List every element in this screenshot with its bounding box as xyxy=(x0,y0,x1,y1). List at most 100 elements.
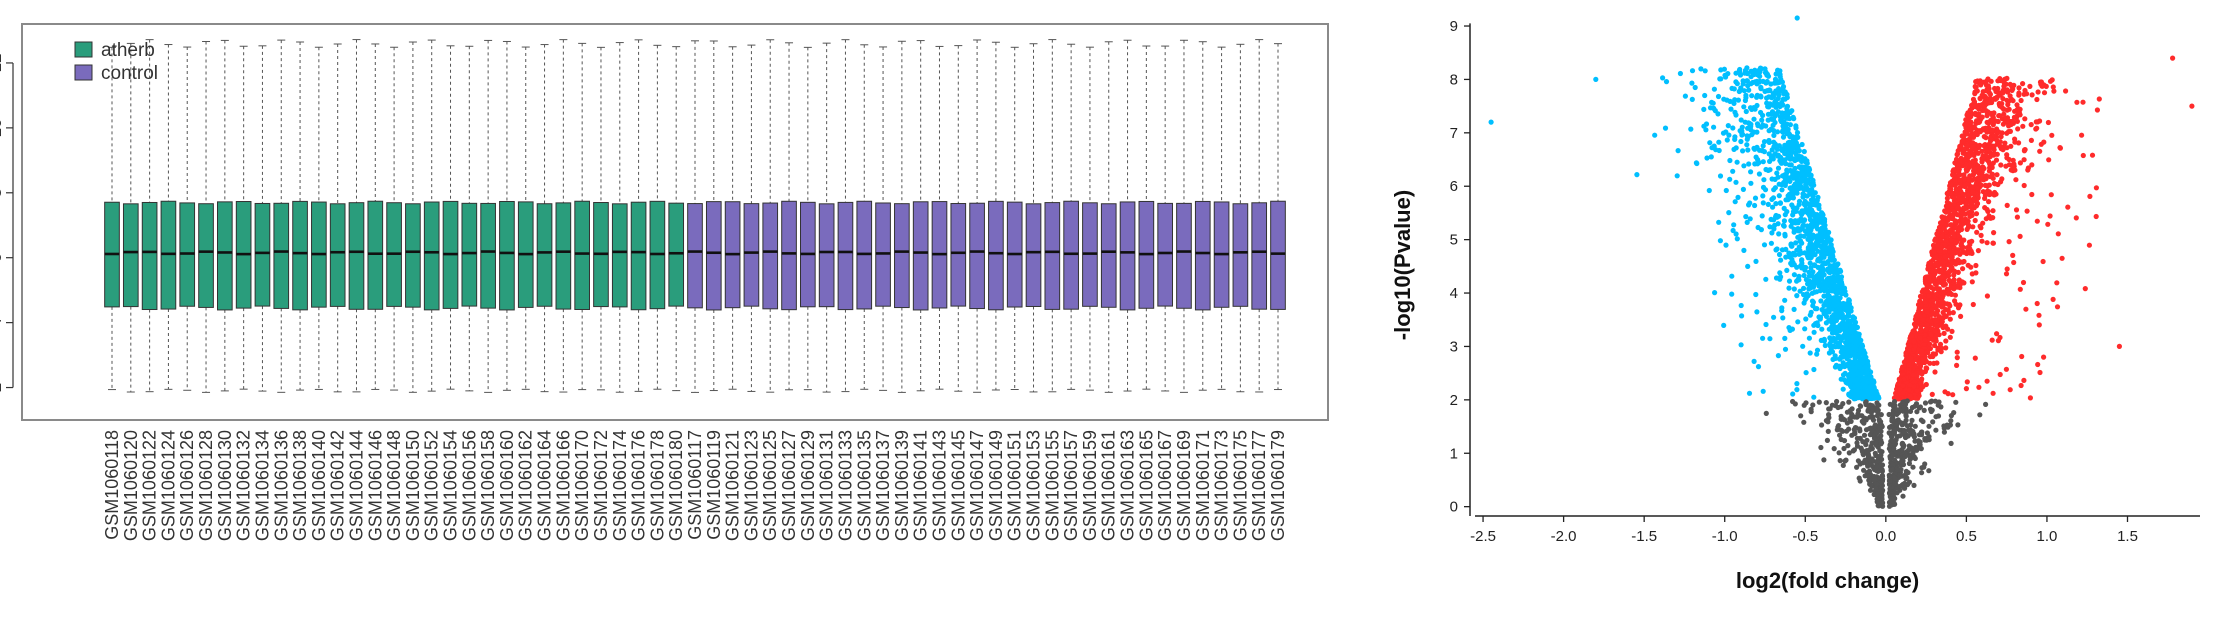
box-body xyxy=(217,201,233,311)
box-GSM1060143 xyxy=(931,45,948,390)
point-not-significant xyxy=(1912,455,1918,462)
point-down xyxy=(1764,88,1770,94)
point-up xyxy=(2017,106,2023,112)
point-up xyxy=(1966,177,1972,183)
point-down xyxy=(1701,106,1707,112)
point-down xyxy=(1766,137,1772,144)
point-up xyxy=(2011,114,2017,120)
point-not-significant xyxy=(1953,399,1959,405)
point-up xyxy=(1951,167,1957,173)
point-up xyxy=(2014,214,2020,220)
box-body xyxy=(198,203,214,308)
point-not-significant xyxy=(1834,398,1840,405)
point-up xyxy=(1978,174,1984,180)
point-down xyxy=(1852,354,1858,360)
point-down xyxy=(1854,333,1860,339)
point-up xyxy=(2048,192,2054,198)
point-not-significant xyxy=(1927,406,1934,412)
point-up xyxy=(2080,99,2086,105)
point-up xyxy=(1918,380,1924,386)
point-down xyxy=(1782,233,1788,239)
box-body xyxy=(837,201,854,311)
x-tick-label-GSM1060117: GSM1060117 xyxy=(685,430,705,540)
point-down xyxy=(1689,96,1695,102)
point-not-significant xyxy=(1877,418,1883,424)
x-tick-label-GSM1060123: GSM1060123 xyxy=(741,430,761,541)
point-down xyxy=(1711,124,1717,130)
point-up xyxy=(1950,172,1956,178)
x-tick-label: -2.5 xyxy=(1470,528,1496,545)
box-body xyxy=(1251,202,1268,310)
point-down xyxy=(1852,319,1859,325)
point-not-significant xyxy=(1895,449,1901,455)
point-down xyxy=(1820,235,1826,241)
box-GSM1060163 xyxy=(1119,39,1136,392)
box-GSM1060174 xyxy=(611,42,628,393)
point-down xyxy=(1808,265,1814,271)
point-down xyxy=(1730,168,1736,174)
point-down xyxy=(1783,246,1789,252)
point-not-significant xyxy=(1818,444,1824,451)
box-GSM1060149 xyxy=(988,41,1004,391)
point-up xyxy=(1996,113,2002,119)
point-up xyxy=(1998,134,2004,140)
box-GSM1060158 xyxy=(480,39,496,393)
point-up xyxy=(1969,144,1976,150)
point-down xyxy=(1836,341,1843,347)
point-not-significant xyxy=(1801,419,1807,425)
point-up xyxy=(1961,172,1967,178)
point-not-significant xyxy=(1857,403,1863,409)
point-down xyxy=(1721,322,1727,328)
point-up xyxy=(2014,118,2020,124)
point-down xyxy=(1778,117,1784,123)
point-up xyxy=(2047,213,2053,219)
point-down xyxy=(1759,148,1765,154)
point-up xyxy=(1930,298,1936,304)
point-down xyxy=(1820,246,1826,253)
point-down xyxy=(1733,231,1739,237)
point-up xyxy=(1990,208,1996,214)
point-down xyxy=(1786,191,1792,197)
point-not-significant xyxy=(1892,457,1898,463)
point-not-significant xyxy=(1888,478,1894,484)
point-up xyxy=(1989,164,1995,171)
box-body xyxy=(1270,200,1286,310)
point-down xyxy=(1744,219,1750,225)
point-down xyxy=(1749,93,1755,99)
point-down xyxy=(1784,121,1790,127)
point-not-significant xyxy=(1844,428,1850,434)
box-body xyxy=(405,203,421,308)
box-GSM1060157 xyxy=(1063,43,1079,390)
box-body xyxy=(292,200,308,311)
point-not-significant xyxy=(1948,440,1954,446)
point-not-significant xyxy=(1948,418,1954,424)
point-down xyxy=(1779,187,1785,193)
box-body xyxy=(461,202,478,307)
box-GSM1060147 xyxy=(969,39,985,393)
point-down xyxy=(1811,329,1817,335)
point-down xyxy=(1753,258,1759,264)
point-down xyxy=(1789,202,1795,208)
point-outlier xyxy=(2189,103,2195,109)
point-down xyxy=(1853,359,1859,365)
point-down xyxy=(1791,156,1797,162)
point-not-significant xyxy=(1825,428,1831,434)
point-up xyxy=(1901,376,1907,382)
point-down xyxy=(1857,365,1864,371)
point-down xyxy=(1807,350,1813,356)
x-tick-label: 0.0 xyxy=(1875,528,1896,545)
box-GSM1060151 xyxy=(1006,46,1023,390)
point-down xyxy=(1808,240,1814,247)
point-up xyxy=(2079,132,2085,138)
box-GSM1060148 xyxy=(386,46,402,391)
point-down xyxy=(1677,70,1683,77)
point-down xyxy=(1795,234,1801,240)
x-tick-label-GSM1060155: GSM1060155 xyxy=(1042,430,1062,541)
point-not-significant xyxy=(1874,458,1880,464)
point-down xyxy=(1794,190,1800,196)
point-up xyxy=(1958,236,1964,242)
point-up xyxy=(1991,110,1997,116)
point-up xyxy=(2007,81,2013,87)
point-down xyxy=(1839,363,1845,369)
